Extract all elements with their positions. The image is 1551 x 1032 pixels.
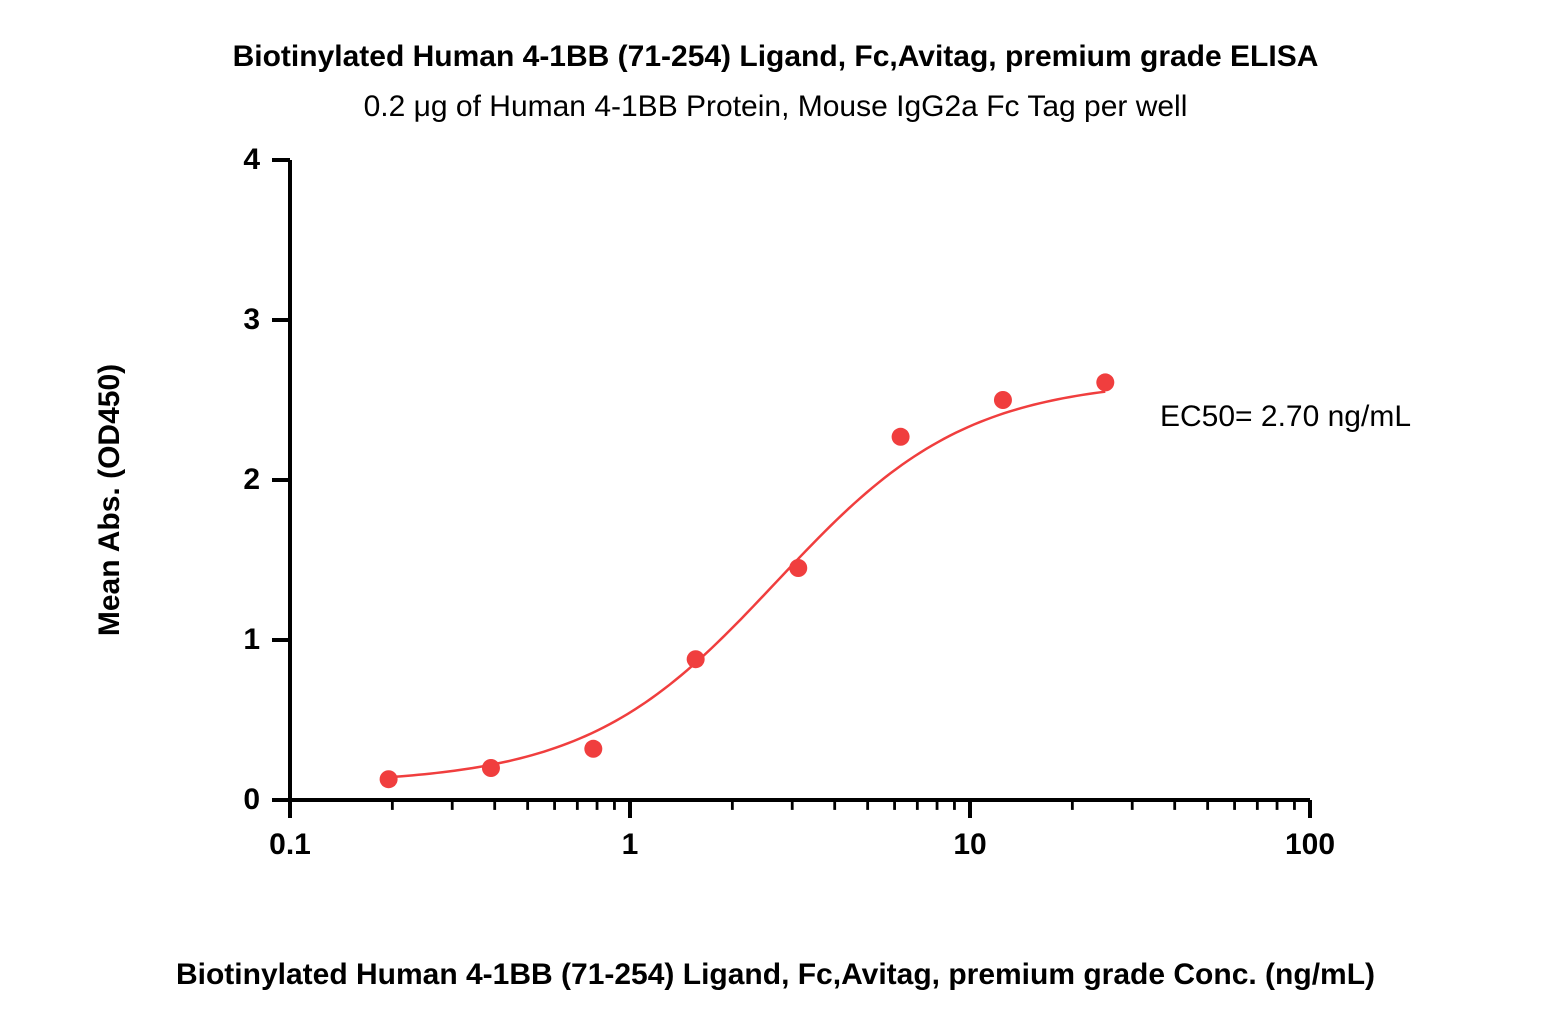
y-tick-label: 1 bbox=[243, 623, 260, 657]
y-tick-label: 4 bbox=[243, 143, 260, 177]
ec50-annotation: EC50= 2.70 ng/mL bbox=[1160, 400, 1411, 434]
x-tick-label: 0.1 bbox=[269, 828, 311, 862]
x-tick-label: 1 bbox=[622, 828, 639, 862]
y-tick-label: 3 bbox=[243, 303, 260, 337]
elisa-chart: Biotinylated Human 4-1BB (71-254) Ligand… bbox=[0, 0, 1551, 1032]
x-tick-label: 10 bbox=[953, 828, 986, 862]
y-tick-label: 0 bbox=[243, 783, 260, 817]
x-tick-label: 100 bbox=[1285, 828, 1335, 862]
y-tick-label: 2 bbox=[243, 463, 260, 497]
plot-svg bbox=[0, 0, 1551, 1032]
